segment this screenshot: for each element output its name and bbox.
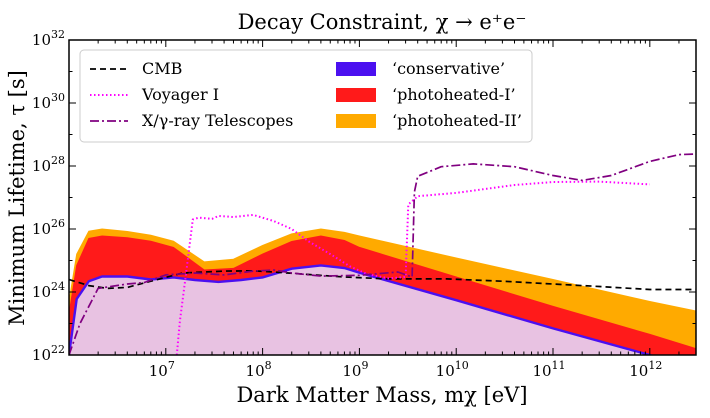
line-cmb [69, 269, 696, 291]
y-tick-label: 1028 [32, 154, 65, 175]
legend-label-cmb: CMB [142, 59, 182, 78]
legend-label-voyager-i: Voyager I [141, 85, 219, 104]
x-axis-label: Dark Matter Mass, mχ [eV] [236, 383, 527, 407]
y-tick-label: 1026 [32, 217, 65, 238]
chart-title: Decay Constraint, χ → e⁺e⁻ [238, 10, 527, 34]
band-edge-conservative [69, 264, 655, 355]
legend: CMB Voyager I X/γ-ray Telescopes ‘conservat… [79, 49, 533, 143]
y-axis-label: Minimum Lifetime, τ [s] [5, 70, 29, 326]
legend-label-conservative: ‘conservative’ [392, 59, 505, 78]
x-tick-label: 107 [149, 359, 175, 380]
x-tick-label: 1012 [629, 359, 662, 380]
legend-label-photoheated-ii: ‘photoheated-II’ [392, 111, 522, 130]
y-tick-label: 1030 [32, 91, 65, 112]
y-tick-label: 1022 [32, 343, 65, 364]
legend-swatch-conservative [336, 62, 376, 76]
y-tick-label: 1024 [32, 280, 65, 301]
x-tick-label: 108 [246, 359, 272, 380]
band-edge-photoheated-ii [69, 228, 696, 312]
line-voyager-i [175, 180, 650, 355]
x-tick-label: 109 [342, 359, 368, 380]
legend-label-x-ray-telescopes: X/γ-ray Telescopes [142, 111, 293, 130]
legend-frame [79, 49, 533, 143]
line-x-ray-telescopes [69, 153, 696, 355]
y-tick-label: 1032 [32, 28, 65, 49]
x-tick-label: 1011 [532, 359, 565, 380]
legend-swatch-photoheated-ii [336, 114, 376, 128]
band-conservative [69, 265, 650, 355]
band-edge-photoheated-i [69, 235, 696, 350]
legend-label-photoheated-i: ‘photoheated-I’ [392, 85, 516, 104]
legend-swatch-photoheated-i [336, 88, 376, 102]
x-tick-label: 1010 [436, 359, 469, 380]
